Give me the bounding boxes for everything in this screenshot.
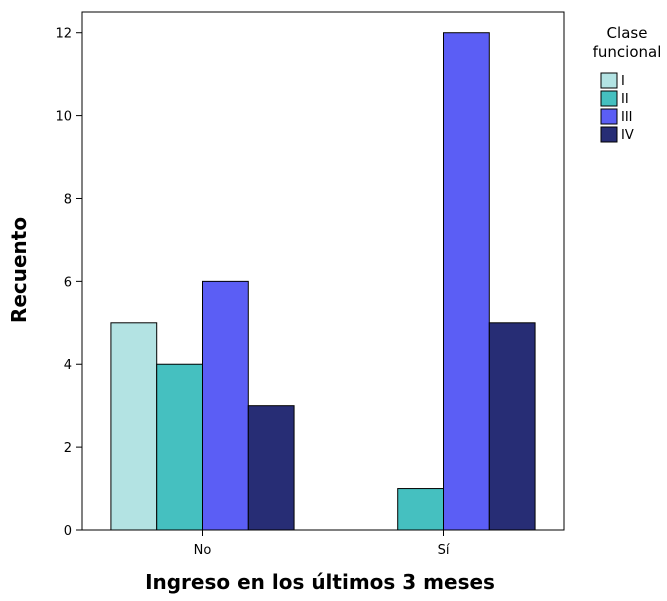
bar-III-0 [202, 280, 249, 531]
y-tick-label: 10 [55, 110, 72, 125]
bar-II-1 [397, 488, 444, 531]
legend-label-I: I [621, 74, 625, 89]
x-axis: No Sí [194, 530, 450, 558]
y-tick-label: 4 [64, 358, 72, 373]
legend-title-line-1: Clase [607, 24, 648, 42]
legend-label-II: II [621, 92, 629, 107]
x-axis-title: Ingreso en los últimos 3 meses [145, 570, 495, 594]
y-tick-label: 0 [64, 524, 72, 539]
plot-area: 0 2 4 6 8 10 12 No Sí [55, 11, 565, 558]
x-tick-label: No [194, 543, 212, 558]
y-tick-label: 2 [64, 441, 72, 456]
bar-I-0 [110, 322, 158, 531]
bar-II-0 [156, 363, 204, 531]
bars [110, 32, 536, 531]
legend-swatch-I [600, 72, 618, 89]
plot-frame [81, 11, 565, 531]
legend-swatch-III [600, 108, 618, 125]
y-tick-label: 12 [55, 27, 72, 42]
bar-IV-0 [247, 405, 295, 531]
y-tick-label: 8 [64, 192, 72, 207]
y-axis: 0 2 4 6 8 10 12 [55, 27, 82, 539]
y-tick-label: 6 [64, 275, 72, 290]
legend-label-III: III [621, 110, 633, 125]
x-tick-label: Sí [438, 543, 450, 558]
legend-label-IV: IV [621, 128, 634, 143]
bar-III-1 [443, 32, 490, 531]
y-axis-title: Recuento [7, 217, 31, 323]
legend-title-line-2: funcional [593, 43, 662, 61]
legend-swatch-II [600, 90, 618, 107]
bar-IV-1 [488, 322, 536, 531]
legend-swatch-IV [600, 126, 618, 143]
